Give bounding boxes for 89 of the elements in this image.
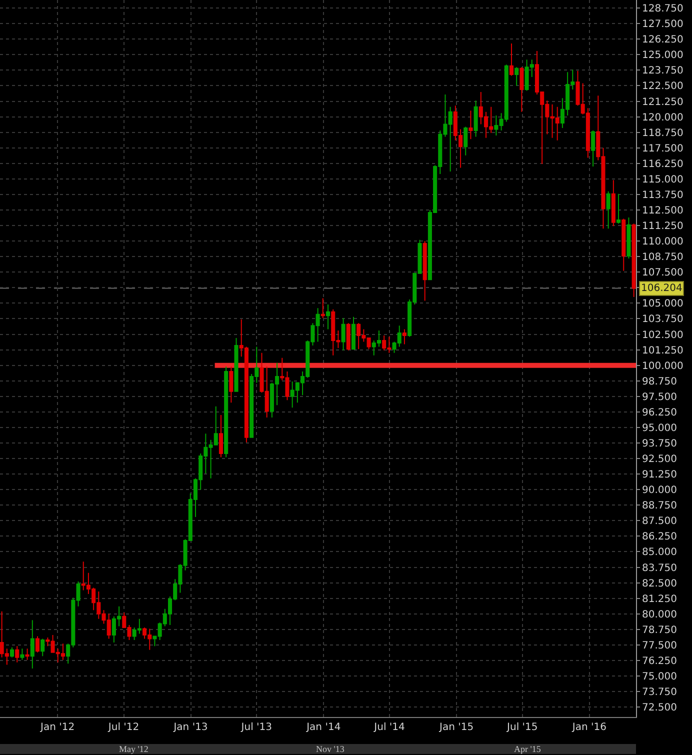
- candlestick: [341, 318, 346, 351]
- candlestick: [35, 636, 40, 653]
- y-tick-label: 115.000: [642, 174, 684, 186]
- text: May '12: [119, 744, 148, 754]
- y-tick-label: 95.000: [642, 422, 677, 434]
- candlestick: [611, 180, 616, 227]
- y-tick-label: 97.500: [642, 392, 677, 403]
- y-tick-label: 76.250: [642, 656, 677, 667]
- candlestick: [30, 620, 34, 670]
- x-tick-label: Jan '12: [39, 722, 75, 733]
- text: Nov '13: [316, 744, 345, 754]
- candlestick: [25, 648, 30, 660]
- candlestick: [326, 304, 330, 330]
- x-tick-label: Jan '15: [438, 722, 474, 733]
- candlestick: [422, 240, 427, 302]
- x-tick-label: Jul '14: [373, 722, 405, 733]
- x-tick-label: Jul '13: [240, 722, 272, 733]
- y-tick-label: 111.250: [642, 221, 684, 232]
- x-tick-label: Jan '16: [571, 722, 606, 733]
- candlestick: [591, 130, 596, 168]
- y-tick-label: 77.500: [642, 640, 677, 652]
- y-tick-label: 93.750: [642, 438, 677, 450]
- candlestick: [402, 328, 406, 345]
- candlestick: [626, 216, 631, 259]
- candlestick: [606, 190, 610, 230]
- y-tick-label: 90.000: [642, 485, 677, 496]
- candlestick: [218, 414, 223, 458]
- candlestick: [509, 42, 514, 76]
- candlestick: [320, 298, 325, 319]
- y-tick-label: 122.500: [642, 81, 684, 92]
- candlestick: [40, 638, 45, 657]
- candlestick: [224, 366, 228, 458]
- candlestick: [229, 366, 234, 404]
- y-tick-label: 125.000: [642, 50, 684, 62]
- x-tick-label: Jan '13: [172, 722, 208, 733]
- y-tick-label: 96.250: [642, 407, 677, 418]
- candlestick: [10, 646, 14, 658]
- y-tick-label: 92.500: [642, 454, 677, 466]
- y-tick-label: 108.750: [642, 252, 684, 264]
- candlestick: [632, 223, 636, 298]
- y-tick-label: 126.250: [642, 34, 684, 46]
- y-tick-label: 83.750: [642, 562, 677, 574]
- y-tick-label: 102.500: [642, 330, 684, 341]
- y-tick-label: 127.500: [642, 19, 684, 30]
- y-tick-label: 123.750: [642, 66, 684, 77]
- y-tick-label: 100.000: [642, 360, 684, 372]
- y-tick-label: 91.250: [642, 470, 677, 481]
- y-tick-label: 128.750: [642, 4, 684, 15]
- candlestick: [15, 646, 20, 663]
- y-tick-label: 105.000: [642, 298, 684, 310]
- y-tick-label: 72.500: [642, 702, 677, 714]
- candlestick: [622, 218, 626, 272]
- x-tick-label: Jul '15: [506, 722, 538, 733]
- y-tick-label: 110.000: [642, 236, 684, 248]
- x-tick-label: Jul '12: [107, 722, 140, 733]
- y-tick-label: 103.750: [642, 314, 684, 326]
- candlestick: [346, 322, 350, 351]
- y-tick-label: 75.000: [642, 671, 677, 682]
- y-tick-label: 116.250: [642, 158, 684, 170]
- y-tick-label: 120.000: [642, 112, 684, 124]
- candlestick: [468, 110, 473, 140]
- ref-line-label: 106.204: [641, 283, 682, 294]
- candlestick: [616, 193, 621, 224]
- y-tick-label: 82.500: [642, 578, 677, 590]
- y-tick-label: 73.750: [642, 687, 677, 698]
- candlestick: [474, 100, 478, 138]
- y-tick-label: 107.500: [642, 268, 684, 279]
- x-tick-label: Jan '14: [306, 722, 341, 733]
- y-tick-label: 86.250: [642, 532, 677, 543]
- y-tick-label: 117.500: [642, 143, 684, 154]
- candlestick: [464, 126, 468, 156]
- y-tick-label: 121.250: [642, 96, 684, 108]
- y-tick-label: 88.750: [642, 500, 677, 512]
- candlestick: [351, 316, 356, 350]
- y-tick-label: 118.750: [642, 128, 684, 139]
- y-tick-label: 112.500: [642, 206, 684, 217]
- candlestick: [514, 66, 519, 86]
- y-tick-label: 87.500: [642, 516, 677, 528]
- y-tick-label: 85.000: [642, 547, 677, 558]
- y-tick-label: 80.000: [642, 609, 677, 620]
- y-tick-label: 113.750: [642, 190, 684, 201]
- y-tick-label: 101.250: [642, 345, 684, 356]
- y-tick-label: 98.750: [642, 376, 677, 388]
- candlestick: [234, 338, 238, 392]
- candlestick: [520, 66, 524, 112]
- y-tick-label: 78.750: [642, 624, 677, 636]
- y-tick-label: 81.250: [642, 594, 677, 605]
- candlestick: [20, 648, 24, 660]
- text: Apr '15: [514, 744, 542, 754]
